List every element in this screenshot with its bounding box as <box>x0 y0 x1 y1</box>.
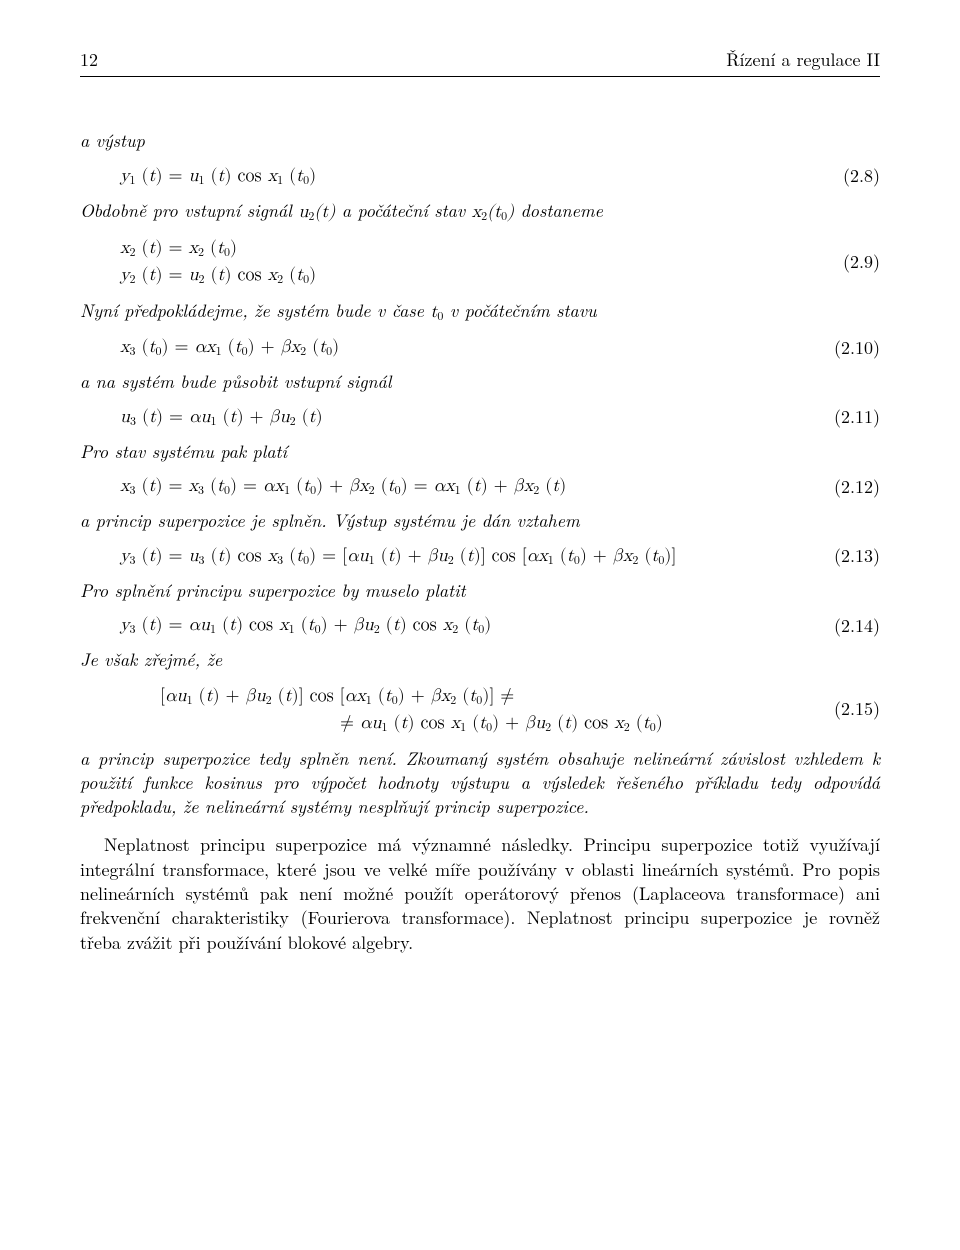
eq-body: y3 (t) = u3 (t) cos x3 (t0) = [αu1 (t) +… <box>120 544 810 569</box>
text-obdobne: Obdobně pro vstupní signál u2(t) a počát… <box>80 199 880 225</box>
equation-2-14: y3 (t) = αu1 (t) cos x1 (t0) + βu2 (t) c… <box>120 613 880 638</box>
eq-body: x2 (t) = x2 (t0) y2 (t) = u2 (t) cos x2 … <box>120 235 810 289</box>
text-nyni: Nyní předpokládejme, že systém bude v ča… <box>80 299 880 325</box>
equation-2-15: [αu1 (t) + βu2 (t)] cos [αx1 (t0) + βx2 … <box>120 683 880 737</box>
text-zaver: a princip superpozice tedy splněn není. … <box>80 747 880 820</box>
text-pro-stav: Pro stav systému pak platí <box>80 440 880 464</box>
eq-body: [αu1 (t) + βu2 (t)] cos [αx1 (t0) + βx2 … <box>160 683 810 737</box>
page-header: 12 Řízení a regulace II <box>80 48 880 77</box>
eq-number: (2.8) <box>810 164 880 188</box>
equation-2-13: y3 (t) = u3 (t) cos x3 (t0) = [αu1 (t) +… <box>120 544 880 569</box>
eq-number: (2.14) <box>810 614 880 638</box>
text-neplatnost: Neplatnost principu superpozice má význa… <box>80 833 880 954</box>
eq-body: y3 (t) = αu1 (t) cos x1 (t0) + βu2 (t) c… <box>120 613 810 638</box>
eq-body: y1 (t) = u1 (t) cos x1 (t0) <box>120 164 810 189</box>
page-number: 12 <box>80 48 98 72</box>
equation-2-10: x3 (t0) = αx1 (t0) + βx2 (t0) (2.10) <box>120 335 880 360</box>
text-princip-splnen: a princip superpozice je splněn. Výstup … <box>80 509 880 533</box>
equation-2-11: u3 (t) = αu1 (t) + βu2 (t) (2.11) <box>120 405 880 430</box>
equation-2-12: x3 (t) = x3 (t0) = αx1 (t0) + βx2 (t0) =… <box>120 474 880 499</box>
eq-body: u3 (t) = αu1 (t) + βu2 (t) <box>120 405 810 430</box>
equation-2-8: y1 (t) = u1 (t) cos x1 (t0) (2.8) <box>120 164 880 189</box>
eq-body: x3 (t) = x3 (t0) = αx1 (t0) + βx2 (t0) =… <box>120 474 810 499</box>
text-a-vystup: a výstup <box>80 129 880 153</box>
eq-number: (2.10) <box>810 336 880 360</box>
eq-number: (2.9) <box>810 250 880 274</box>
eq-number: (2.11) <box>810 405 880 429</box>
eq-number: (2.12) <box>810 475 880 499</box>
text-pro-splneni: Pro splnění principu superpozice by muse… <box>80 579 880 603</box>
eq-number: (2.13) <box>810 544 880 568</box>
header-title: Řízení a regulace II <box>726 48 880 72</box>
equation-2-9: x2 (t) = x2 (t0) y2 (t) = u2 (t) cos x2 … <box>120 235 880 289</box>
eq-number: (2.15) <box>810 697 880 721</box>
eq-body: x3 (t0) = αx1 (t0) + βx2 (t0) <box>120 335 810 360</box>
page: 12 Řízení a regulace II a výstup y1 (t) … <box>0 0 960 1250</box>
text-na-system: a na systém bude působit vstupní signál <box>80 370 880 394</box>
text-je-vsak: Je však zřejmé, že <box>80 648 880 672</box>
